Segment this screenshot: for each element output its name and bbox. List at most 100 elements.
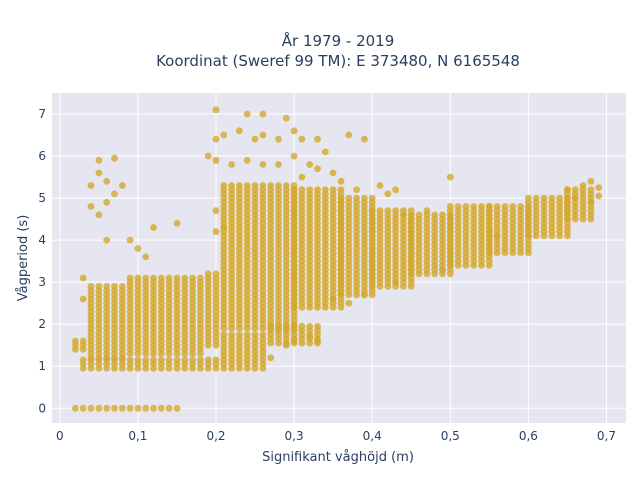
data-point — [220, 131, 228, 139]
data-point — [95, 156, 103, 164]
data-point — [220, 182, 228, 189]
data-point — [485, 228, 493, 236]
data-point — [134, 356, 142, 364]
data-point — [126, 274, 134, 282]
data-point — [525, 194, 532, 202]
data-point — [259, 110, 267, 118]
data-point — [571, 186, 579, 194]
data-point — [493, 232, 501, 240]
data-point — [314, 337, 321, 345]
data-point — [345, 194, 353, 202]
data-point — [142, 356, 150, 364]
data-point — [571, 194, 579, 202]
data-point — [314, 186, 321, 194]
data-point — [431, 211, 439, 219]
y-tick-label: 7 — [38, 107, 46, 121]
x-tick-label: 0,5 — [441, 429, 460, 443]
data-point — [72, 337, 79, 345]
data-point — [579, 182, 587, 189]
data-point — [275, 135, 282, 143]
data-point — [79, 404, 87, 412]
data-point — [165, 404, 173, 412]
data-point — [212, 156, 220, 164]
data-point — [267, 354, 275, 362]
x-tick-label: 0,7 — [597, 429, 616, 443]
data-point — [243, 331, 251, 339]
data-point — [361, 194, 368, 202]
x-tick-label: 0,2 — [206, 429, 225, 443]
data-point — [87, 283, 95, 290]
data-point — [150, 404, 157, 412]
data-point — [329, 186, 337, 194]
data-point — [142, 253, 150, 261]
data-point — [103, 404, 111, 412]
y-tick-label: 2 — [38, 317, 46, 331]
data-point — [251, 331, 259, 339]
data-point — [548, 194, 556, 202]
data-point — [439, 266, 446, 273]
data-point — [228, 161, 236, 168]
data-point — [95, 169, 103, 177]
data-point — [79, 356, 87, 364]
data-point — [423, 207, 431, 215]
x-tick-label: 0,3 — [285, 429, 304, 443]
data-point — [72, 404, 79, 412]
data-point — [290, 186, 298, 194]
data-point — [118, 404, 126, 412]
data-point — [173, 356, 181, 364]
data-point — [251, 182, 259, 189]
data-point — [220, 224, 228, 231]
data-point — [384, 207, 392, 215]
data-point — [259, 131, 267, 139]
x-axis-ticks: 0 0,1 0,2 0,3 0,4 0,5 0,6 0,7 — [56, 429, 616, 443]
data-point — [236, 182, 243, 189]
data-point — [212, 356, 220, 364]
data-point — [243, 110, 251, 118]
data-point — [282, 114, 290, 122]
data-point — [142, 274, 150, 282]
data-point — [298, 322, 306, 330]
data-point — [314, 165, 321, 173]
x-tick-label: 0 — [56, 429, 64, 443]
data-point — [361, 135, 368, 143]
data-point — [298, 186, 306, 194]
y-tick-label: 4 — [38, 233, 46, 247]
y-tick-label: 0 — [38, 401, 46, 415]
data-point — [95, 404, 103, 412]
y-axis-ticks: 0 1 2 3 4 5 6 7 — [38, 107, 46, 415]
data-point — [478, 203, 485, 210]
data-point — [204, 152, 212, 160]
data-point — [540, 194, 548, 202]
data-points — [72, 106, 603, 412]
data-point — [454, 203, 462, 210]
data-point — [118, 182, 126, 189]
data-point — [181, 274, 189, 282]
data-point — [103, 177, 111, 185]
data-point — [353, 194, 360, 202]
data-point — [298, 173, 306, 181]
data-point — [228, 331, 236, 339]
data-point — [298, 135, 306, 143]
data-point — [282, 182, 290, 189]
data-point — [197, 274, 204, 282]
data-point — [118, 283, 126, 290]
data-point — [376, 182, 384, 189]
data-point — [204, 270, 212, 278]
data-point — [142, 404, 150, 412]
data-point — [95, 211, 103, 219]
data-point — [407, 211, 415, 219]
data-point — [157, 274, 165, 282]
data-point — [392, 278, 399, 286]
chart-title-line-2: Koordinat (Sweref 99 TM): E 373480, N 61… — [156, 52, 520, 70]
data-point — [165, 274, 173, 282]
data-point — [321, 148, 329, 156]
data-point — [212, 228, 220, 236]
data-point — [189, 274, 197, 282]
data-point — [150, 224, 157, 231]
data-point — [111, 283, 118, 290]
data-point — [243, 156, 251, 164]
data-point — [337, 194, 345, 202]
data-point — [173, 274, 181, 282]
data-point — [259, 182, 267, 189]
data-point — [236, 331, 243, 339]
